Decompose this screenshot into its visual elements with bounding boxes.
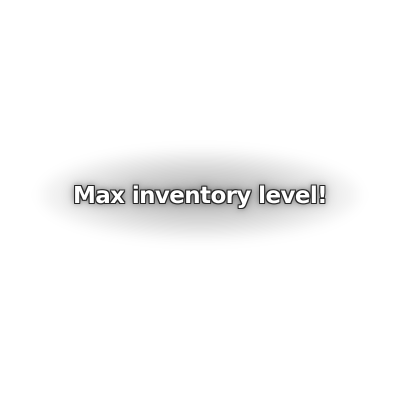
notification-text: Max inventory level! xyxy=(72,183,328,209)
notification-glow xyxy=(40,150,360,240)
